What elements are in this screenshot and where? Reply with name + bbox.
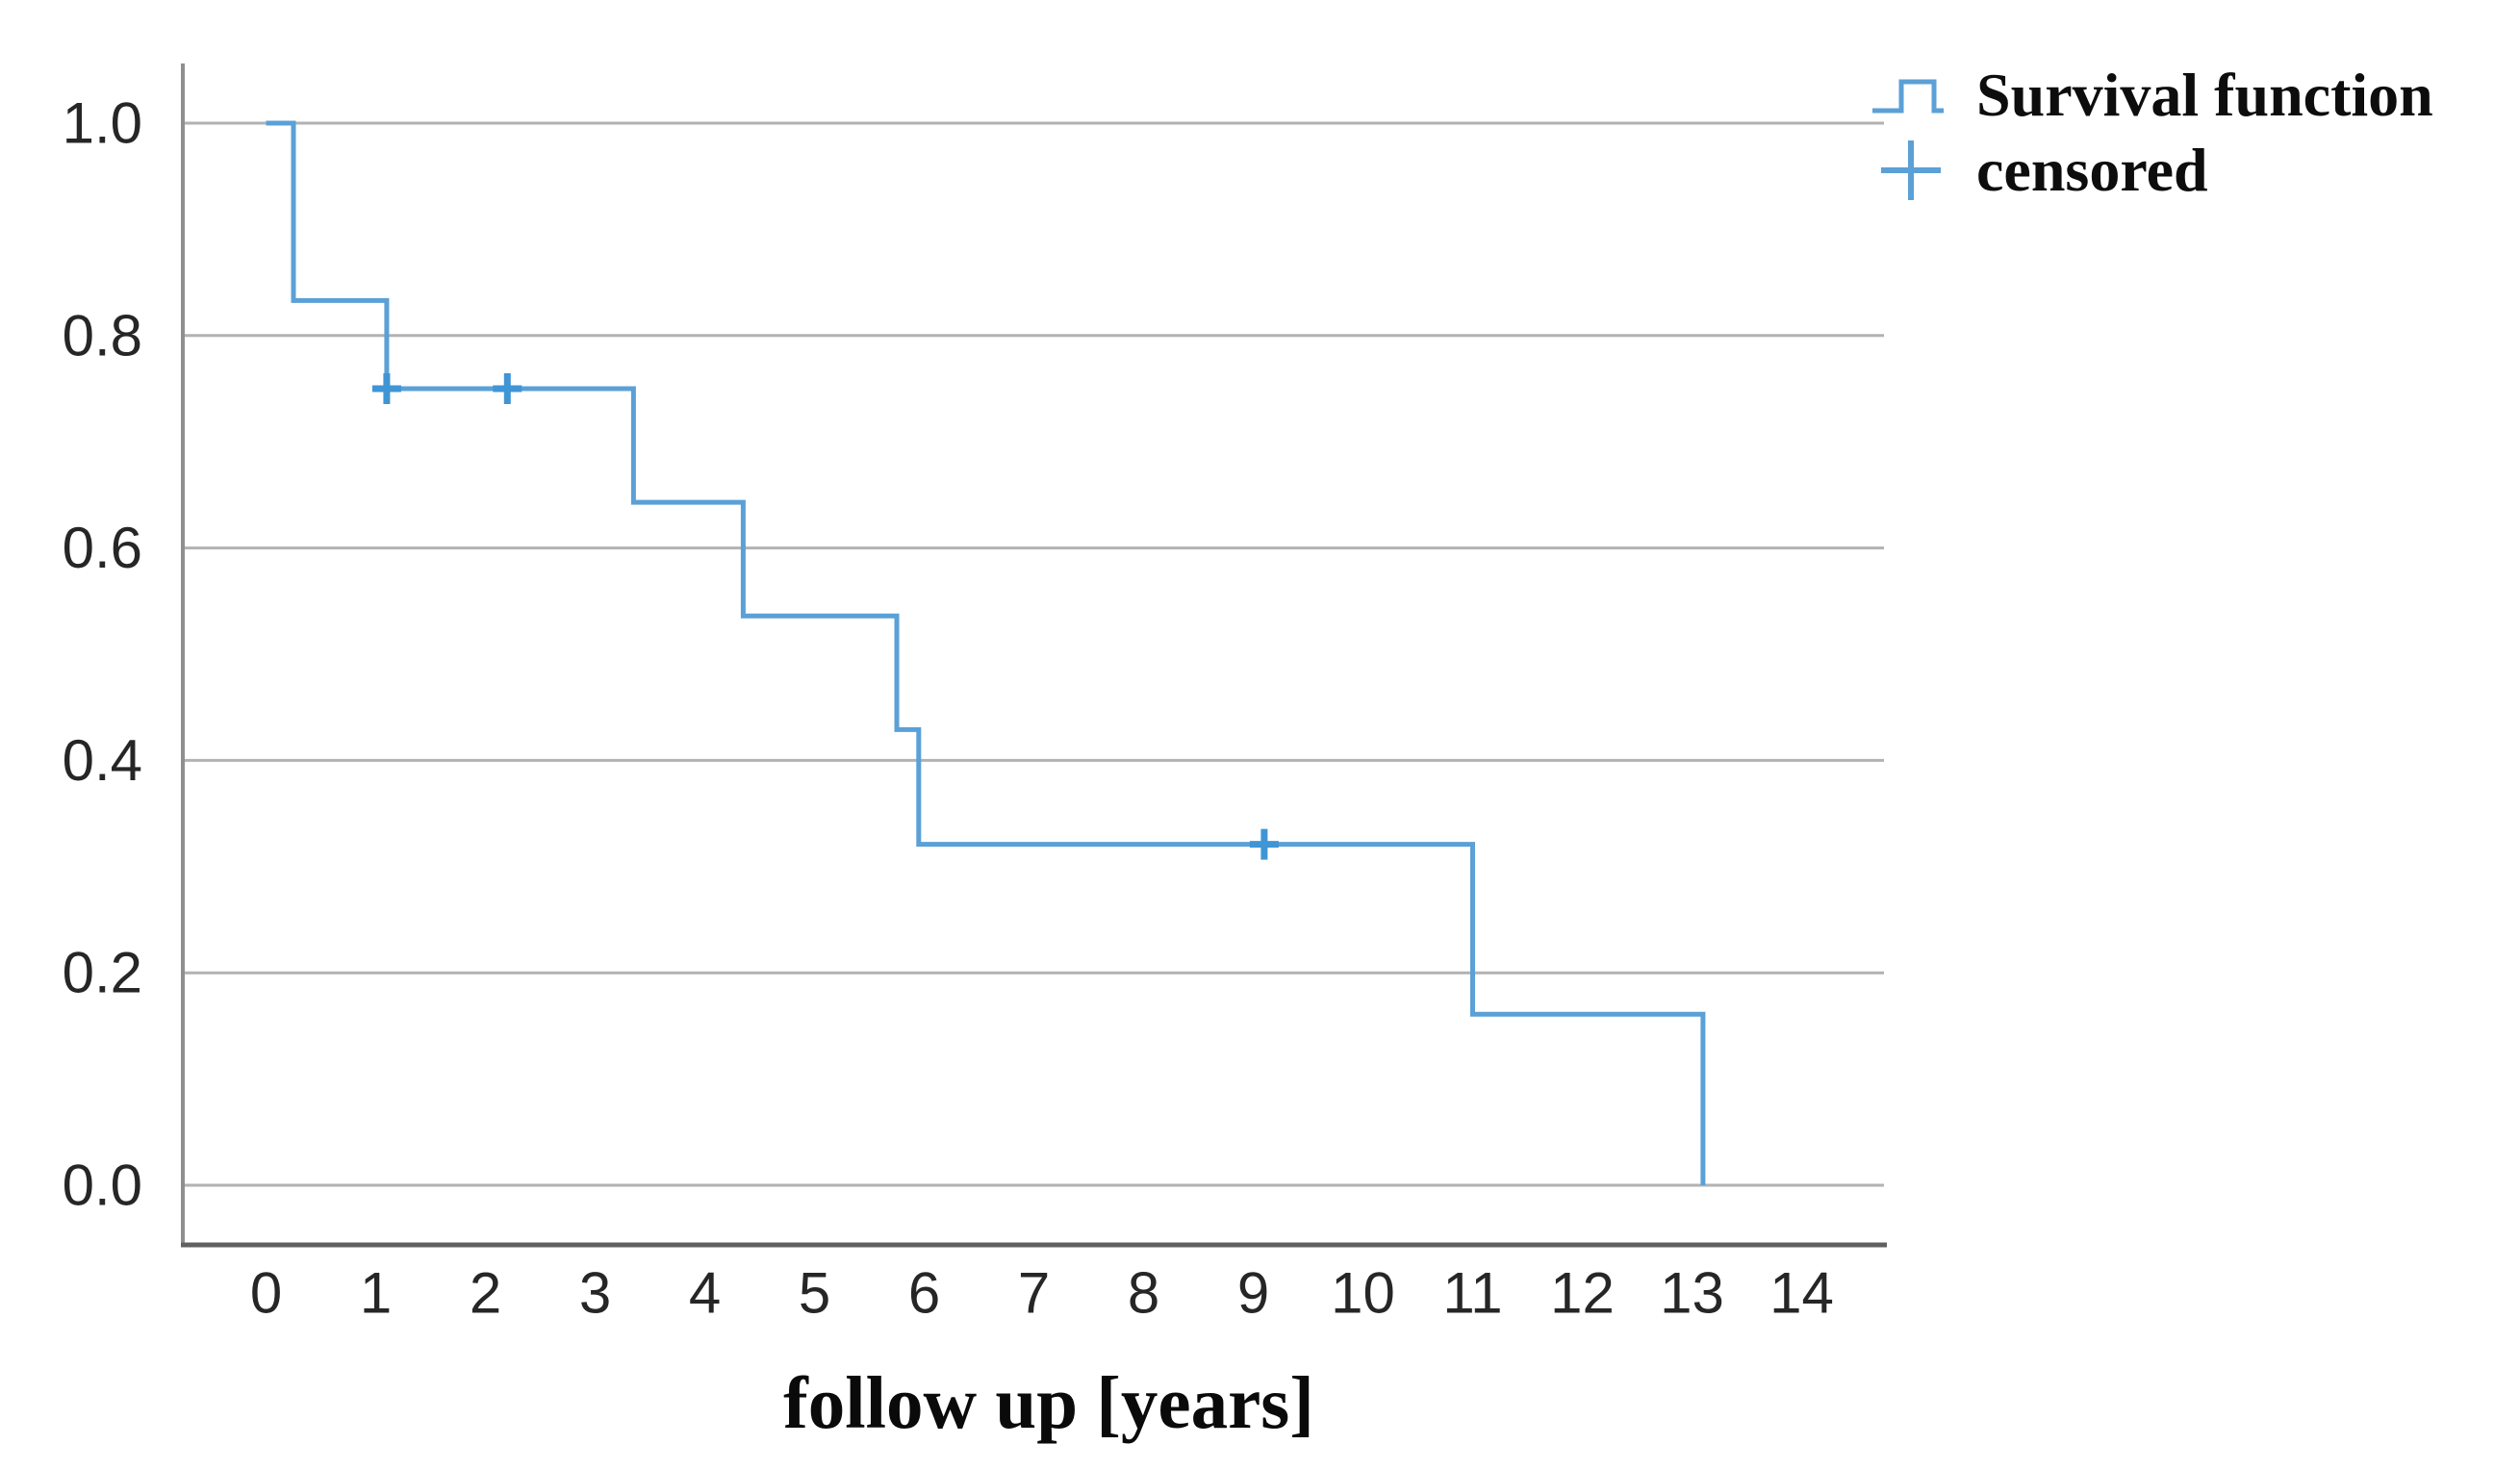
x-tick-label: 8 xyxy=(1128,1261,1159,1326)
censored-mark xyxy=(371,373,401,404)
step-line-icon xyxy=(1871,58,1951,133)
y-tick-label: 0.2 xyxy=(63,941,142,1005)
survival-curve xyxy=(266,120,1706,1185)
y-tick-label: 0.4 xyxy=(63,728,142,793)
x-tick-label: 9 xyxy=(1237,1261,1269,1326)
x-tick-label: 7 xyxy=(1018,1261,1050,1326)
x-tick-label: 4 xyxy=(689,1261,721,1326)
censored-mark xyxy=(493,373,522,404)
x-axis-title: follow up [years] xyxy=(783,1361,1314,1444)
plus-cross-icon xyxy=(1871,133,1951,208)
y-tick-label: 0.8 xyxy=(63,303,142,368)
gridlines xyxy=(183,121,1884,1187)
x-tick-label: 13 xyxy=(1660,1261,1724,1326)
x-tick-label: 10 xyxy=(1331,1261,1395,1326)
legend-row-survival: Survival function xyxy=(1871,58,2433,133)
x-tick-label: 12 xyxy=(1550,1261,1615,1326)
x-axis-tick-labels: 0 1 2 3 4 5 6 7 8 9 10 11 12 13 14 xyxy=(250,1261,1834,1326)
x-tick-label: 2 xyxy=(470,1261,501,1326)
y-tick-label: 0.6 xyxy=(63,516,142,580)
censor-marks xyxy=(371,373,1279,860)
x-tick-label: 3 xyxy=(579,1261,611,1326)
x-tick-label: 14 xyxy=(1769,1261,1834,1326)
survival-step-line xyxy=(266,120,1706,1185)
x-tick-label: 5 xyxy=(799,1261,830,1326)
legend-row-censored: censored xyxy=(1871,133,2433,208)
x-tick-label: 1 xyxy=(360,1261,392,1326)
legend-label-survival: Survival function xyxy=(1976,61,2433,129)
x-tick-label: 6 xyxy=(908,1261,940,1326)
legend: Survival function censored xyxy=(1871,58,2433,208)
censored-mark xyxy=(1249,828,1279,860)
y-tick-label: 0.0 xyxy=(63,1153,142,1218)
legend-label-censored: censored xyxy=(1976,136,2208,204)
axes xyxy=(181,63,1887,1248)
y-tick-label: 1.0 xyxy=(63,91,142,156)
y-axis-tick-labels: 1.0 0.8 0.6 0.4 0.2 0.0 xyxy=(63,91,142,1218)
x-tick-label: 11 xyxy=(1442,1261,1502,1326)
x-tick-label: 0 xyxy=(250,1261,282,1326)
